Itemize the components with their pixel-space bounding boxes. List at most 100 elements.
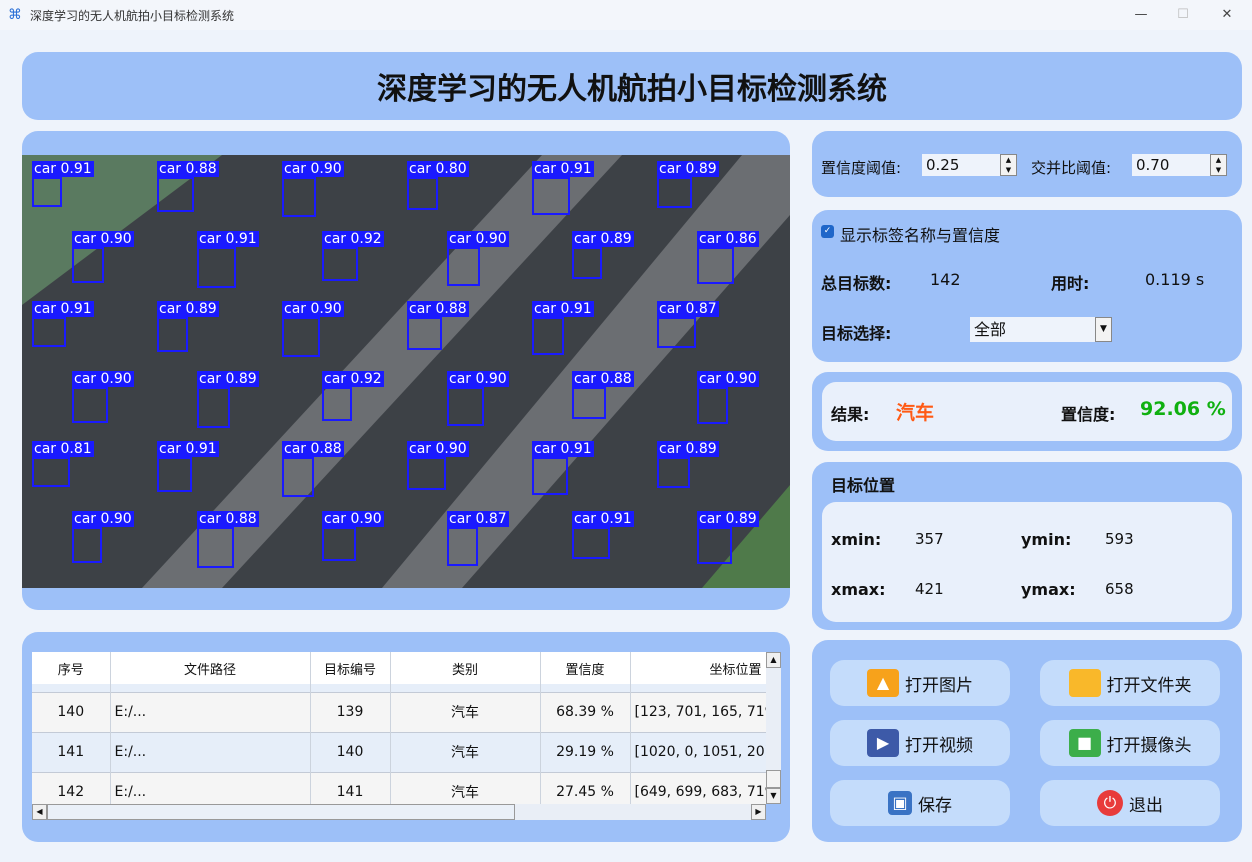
show-labels-label[interactable]: 显示标签名称与置信度	[840, 226, 1001, 245]
detection-label: car 0.89	[572, 231, 634, 247]
cell-confidence[interactable]: 68.39 %	[540, 691, 631, 732]
detection-box: car 0.91	[157, 441, 219, 492]
target-select-label: 目标选择:	[821, 324, 892, 343]
cell-path[interactable]: E:/...	[110, 691, 311, 732]
detection-label: car 0.90	[72, 231, 134, 247]
horizontal-scrollbar[interactable]: ◀ ▶	[32, 804, 766, 820]
detection-box: car 0.81	[32, 441, 94, 487]
col-header-confidence[interactable]: 置信度	[540, 652, 631, 684]
cell-index[interactable]: 141	[32, 731, 111, 772]
detection-box: car 0.90	[407, 441, 469, 490]
cell-path[interactable]: E:/...	[110, 771, 311, 804]
result-conf-value: 92.06 %	[1140, 398, 1226, 420]
detection-box: car 0.90	[697, 371, 759, 424]
header-panel	[22, 52, 1242, 120]
scroll-thumb[interactable]	[766, 770, 781, 788]
scroll-left-button[interactable]: ◀	[32, 804, 47, 820]
detection-label: car 0.88	[572, 371, 634, 387]
detection-box: car 0.89	[157, 301, 219, 352]
cell-path[interactable]: E:/...	[110, 731, 311, 772]
scroll-right-button[interactable]: ▶	[751, 804, 766, 820]
open-folder-button[interactable]: 打开文件夹	[1040, 660, 1220, 706]
detection-box: car 0.91	[532, 441, 594, 495]
detection-box: car 0.89	[657, 161, 719, 208]
detection-box: car 0.90	[72, 371, 134, 423]
iou-threshold-label: 交并比阈值:	[1031, 159, 1112, 177]
spin-arrows-icon[interactable]: ▲ ▼	[1210, 154, 1227, 176]
image-icon: ▲	[867, 669, 899, 697]
iou-threshold-spinbox[interactable]: 0.70 ▲ ▼	[1132, 154, 1227, 176]
exit-button[interactable]: ⏻ 退出	[1040, 780, 1220, 826]
cell-coords[interactable]: [1020, 0, 1051, 20]	[630, 731, 766, 772]
cell-index[interactable]: 140	[32, 691, 111, 732]
open-image-button[interactable]: ▲ 打开图片	[830, 660, 1010, 706]
ymin-label: ymin:	[1021, 530, 1072, 549]
detection-label: car 0.91	[32, 301, 94, 317]
open-video-button[interactable]: ▶ 打开视频	[830, 720, 1010, 766]
maximize-button[interactable]: ☐	[1177, 7, 1189, 22]
open-video-label: 打开视频	[905, 735, 973, 756]
spin-arrows-icon[interactable]: ▲ ▼	[1000, 154, 1017, 176]
cell-confidence[interactable]: 29.19 %	[540, 731, 631, 772]
cell-index[interactable]: 142	[32, 771, 111, 804]
chevron-down-icon[interactable]: ▼	[1095, 317, 1112, 342]
cell-coords[interactable]: [123, 701, 165, 719]	[630, 691, 766, 732]
detection-label: car 0.86	[697, 231, 759, 247]
cell-target-id[interactable]: 141	[310, 771, 391, 804]
iou-threshold-value[interactable]: 0.70	[1136, 156, 1170, 174]
detection-box: car 0.92	[322, 231, 384, 281]
detection-label: car 0.90	[282, 161, 344, 177]
save-button[interactable]: ▣ 保存	[830, 780, 1010, 826]
ymin-value: 593	[1105, 530, 1134, 548]
cell-confidence[interactable]: 27.45 %	[540, 771, 631, 804]
detection-image: car 0.91 car 0.88 car 0.90 car 0.80 car 0.91…	[22, 155, 790, 588]
window-title: 深度学习的无人机航拍小目标检测系统	[30, 8, 235, 23]
xmin-value: 357	[915, 530, 944, 548]
conf-threshold-spinbox[interactable]: 0.25 ▲ ▼	[922, 154, 1017, 176]
cell-target-id[interactable]: 139	[310, 691, 391, 732]
vertical-scrollbar[interactable]: ▲ ▼	[766, 652, 781, 804]
target-select-dropdown[interactable]: 全部 ▼	[970, 317, 1112, 342]
open-camera-button[interactable]: ■ 打开摄像头	[1040, 720, 1220, 766]
time-value: 0.119 s	[1145, 270, 1205, 289]
open-image-label: 打开图片	[905, 675, 973, 696]
detection-label: car 0.89	[657, 161, 719, 177]
detection-label: car 0.90	[322, 511, 384, 527]
scroll-down-button[interactable]: ▼	[766, 788, 781, 804]
table-row[interactable]: 141 E:/... 140 汽车 29.19 % [1020, 0, 1051, 20]	[32, 731, 766, 772]
cell-class[interactable]: 汽车	[390, 771, 541, 804]
detection-box: car 0.90	[282, 301, 344, 357]
conf-threshold-value[interactable]: 0.25	[926, 156, 960, 174]
detection-box: car 0.88	[157, 161, 219, 212]
col-header-coords[interactable]: 坐标位置	[630, 652, 766, 684]
table-row[interactable]: 142 E:/... 141 汽车 27.45 % [649, 699, 683, 719…	[32, 771, 766, 804]
detection-box: car 0.87	[447, 511, 509, 566]
cell-target-id[interactable]: 140	[310, 731, 391, 772]
detection-box: car 0.91	[572, 511, 634, 559]
result-box	[822, 382, 1232, 441]
detection-label: car 0.90	[447, 231, 509, 247]
scroll-up-button[interactable]: ▲	[766, 652, 781, 668]
col-header-path[interactable]: 文件路径	[110, 652, 311, 684]
hscroll-thumb[interactable]	[47, 804, 515, 820]
col-header-index[interactable]: 序号	[32, 652, 111, 684]
close-button[interactable]: ✕	[1221, 7, 1233, 22]
detection-box: car 0.89	[697, 511, 759, 564]
page-title: 深度学习的无人机航拍小目标检测系统	[377, 72, 887, 107]
show-labels-checkbox[interactable]: ✓	[821, 225, 834, 238]
detection-label: car 0.89	[657, 441, 719, 457]
col-header-target-id[interactable]: 目标编号	[310, 652, 391, 684]
cell-class[interactable]: 汽车	[390, 691, 541, 732]
cell-class[interactable]: 汽车	[390, 731, 541, 772]
detection-label: car 0.90	[282, 301, 344, 317]
xmax-label: xmax:	[831, 580, 886, 599]
table-row[interactable]: 140 E:/... 139 汽车 68.39 % [123, 701, 165, 719…	[32, 691, 766, 732]
detection-box: car 0.91	[32, 161, 94, 207]
detection-box: car 0.90	[447, 371, 509, 426]
detection-box: car 0.90	[72, 231, 134, 283]
cell-coords[interactable]: [649, 699, 683, 719]	[630, 771, 766, 804]
target-select-value[interactable]: 全部	[974, 320, 1007, 339]
col-header-class[interactable]: 类别	[390, 652, 541, 684]
minimize-button[interactable]: —	[1134, 7, 1148, 22]
detection-label: car 0.90	[72, 371, 134, 387]
